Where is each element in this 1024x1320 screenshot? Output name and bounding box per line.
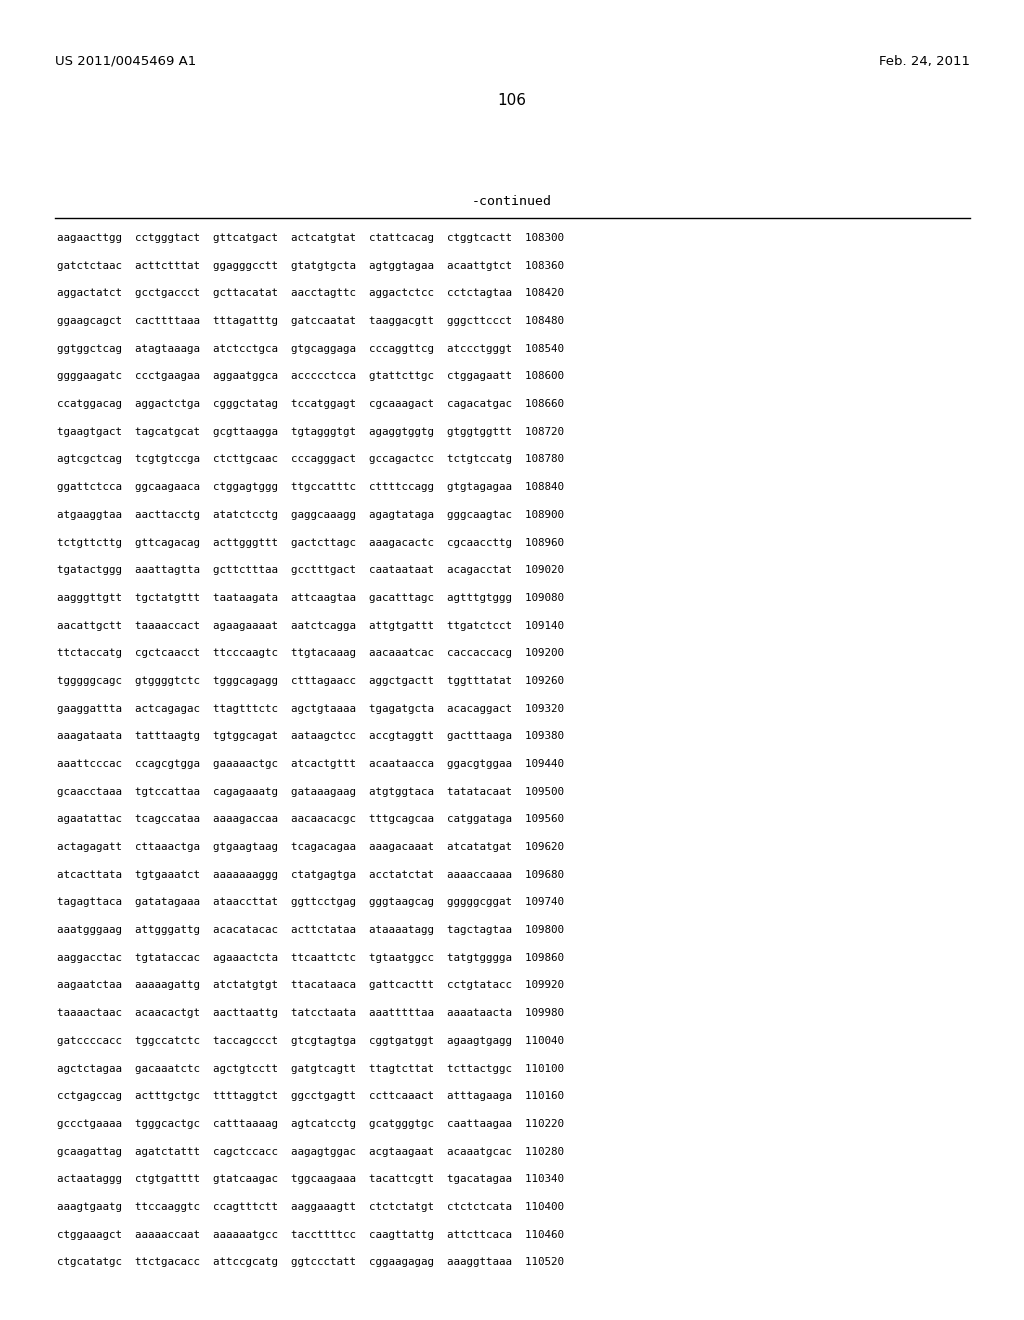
Text: aagaatctaa  aaaaagattg  atctatgtgt  ttacataaca  gattcacttt  cctgtatacc  109920: aagaatctaa aaaaagattg atctatgtgt ttacata… <box>57 981 564 990</box>
Text: ctggaaagct  aaaaaccaat  aaaaaatgcc  taccttttcc  caagttattg  attcttcaca  110460: ctggaaagct aaaaaccaat aaaaaatgcc taccttt… <box>57 1230 564 1239</box>
Text: aagaacttgg  cctgggtact  gttcatgact  actcatgtat  ctattcacag  ctggtcactt  108300: aagaacttgg cctgggtact gttcatgact actcatg… <box>57 234 564 243</box>
Text: gaaggattta  actcagagac  ttagtttctc  agctgtaaaa  tgagatgcta  acacaggact  109320: gaaggattta actcagagac ttagtttctc agctgta… <box>57 704 564 714</box>
Text: tctgttcttg  gttcagacag  acttgggttt  gactcttagc  aaagacactc  cgcaaccttg  108960: tctgttcttg gttcagacag acttgggttt gactctt… <box>57 537 564 548</box>
Text: aaggacctac  tgtataccac  agaaactcta  ttcaattctc  tgtaatggcc  tatgtgggga  109860: aaggacctac tgtataccac agaaactcta ttcaatt… <box>57 953 564 962</box>
Text: gatctctaac  acttctttat  ggagggcctt  gtatgtgcta  agtggtagaa  acaattgtct  108360: gatctctaac acttctttat ggagggcctt gtatgtg… <box>57 260 564 271</box>
Text: aaagtgaatg  ttccaaggtc  ccagtttctt  aaggaaagtt  ctctctatgt  ctctctcata  110400: aaagtgaatg ttccaaggtc ccagtttctt aaggaaa… <box>57 1203 564 1212</box>
Text: atcacttata  tgtgaaatct  aaaaaaaggg  ctatgagtga  acctatctat  aaaaccaaaa  109680: atcacttata tgtgaaatct aaaaaaaggg ctatgag… <box>57 870 564 879</box>
Text: ggattctcca  ggcaagaaca  ctggagtggg  ttgccatttc  cttttccagg  gtgtagagaa  108840: ggattctcca ggcaagaaca ctggagtggg ttgccat… <box>57 482 564 492</box>
Text: tagagttaca  gatatagaaa  ataaccttat  ggttcctgag  gggtaagcag  gggggcggat  109740: tagagttaca gatatagaaa ataaccttat ggttcct… <box>57 898 564 907</box>
Text: ggggaagatc  ccctgaagaa  aggaatggca  accccctcca  gtattcttgc  ctggagaatt  108600: ggggaagatc ccctgaagaa aggaatggca accccct… <box>57 371 564 381</box>
Text: -continued: -continued <box>472 195 552 209</box>
Text: US 2011/0045469 A1: US 2011/0045469 A1 <box>55 55 197 69</box>
Text: taaaactaac  acaacactgt  aacttaattg  tatcctaata  aaatttttaa  aaaataacta  109980: taaaactaac acaacactgt aacttaattg tatccta… <box>57 1008 564 1018</box>
Text: agctctagaa  gacaaatctc  agctgtcctt  gatgtcagtt  ttagtcttat  tcttactggc  110100: agctctagaa gacaaatctc agctgtcctt gatgtca… <box>57 1064 564 1073</box>
Text: gcaacctaaa  tgtccattaa  cagagaaatg  gataaagaag  atgtggtaca  tatatacaat  109500: gcaacctaaa tgtccattaa cagagaaatg gataaag… <box>57 787 564 797</box>
Text: ccatggacag  aggactctga  cgggctatag  tccatggagt  cgcaaagact  cagacatgac  108660: ccatggacag aggactctga cgggctatag tccatgg… <box>57 399 564 409</box>
Text: atgaaggtaa  aacttacctg  atatctcctg  gaggcaaagg  agagtataga  gggcaagtac  108900: atgaaggtaa aacttacctg atatctcctg gaggcaa… <box>57 510 564 520</box>
Text: aaagataata  tatttaagtg  tgtggcagat  aataagctcc  accgtaggtt  gactttaaga  109380: aaagataata tatttaagtg tgtggcagat aataagc… <box>57 731 564 742</box>
Text: 106: 106 <box>498 92 526 108</box>
Text: agtcgctcag  tcgtgtccga  ctcttgcaac  cccagggact  gccagactcc  tctgtccatg  108780: agtcgctcag tcgtgtccga ctcttgcaac cccaggg… <box>57 454 564 465</box>
Text: agaatattac  tcagccataa  aaaagaccaa  aacaacacgc  tttgcagcaa  catggataga  109560: agaatattac tcagccataa aaaagaccaa aacaaca… <box>57 814 564 825</box>
Text: aaatgggaag  attgggattg  acacatacac  acttctataa  ataaaatagg  tagctagtaa  109800: aaatgggaag attgggattg acacatacac acttcta… <box>57 925 564 935</box>
Text: aagggttgtt  tgctatgttt  taataagata  attcaagtaa  gacatttagc  agtttgtggg  109080: aagggttgtt tgctatgttt taataagata attcaag… <box>57 593 564 603</box>
Text: actaataggg  ctgtgatttt  gtatcaagac  tggcaagaaa  tacattcgtt  tgacatagaa  110340: actaataggg ctgtgatttt gtatcaagac tggcaag… <box>57 1175 564 1184</box>
Text: ttctaccatg  cgctcaacct  ttcccaagtc  ttgtacaaag  aacaaatcac  caccaccacg  109200: ttctaccatg cgctcaacct ttcccaagtc ttgtaca… <box>57 648 564 659</box>
Text: aacattgctt  taaaaccact  agaagaaaat  aatctcagga  attgtgattt  ttgatctcct  109140: aacattgctt taaaaccact agaagaaaat aatctca… <box>57 620 564 631</box>
Text: gatccccacc  tggccatctc  taccagccct  gtcgtagtga  cggtgatggt  agaagtgagg  110040: gatccccacc tggccatctc taccagccct gtcgtag… <box>57 1036 564 1045</box>
Text: tgggggcagc  gtggggtctc  tgggcagagg  ctttagaacc  aggctgactt  tggtttatat  109260: tgggggcagc gtggggtctc tgggcagagg ctttaga… <box>57 676 564 686</box>
Text: cctgagccag  actttgctgc  ttttaggtct  ggcctgagtt  ccttcaaact  atttagaaga  110160: cctgagccag actttgctgc ttttaggtct ggcctga… <box>57 1092 564 1101</box>
Text: ggaagcagct  cacttttaaa  tttagatttg  gatccaatat  taaggacgtt  gggcttccct  108480: ggaagcagct cacttttaaa tttagatttg gatccaa… <box>57 315 564 326</box>
Text: gcaagattag  agatctattt  cagctccacc  aagagtggac  acgtaagaat  acaaatgcac  110280: gcaagattag agatctattt cagctccacc aagagtg… <box>57 1147 564 1156</box>
Text: aggactatct  gcctgaccct  gcttacatat  aacctagttc  aggactctcc  cctctagtaa  108420: aggactatct gcctgaccct gcttacatat aacctag… <box>57 288 564 298</box>
Text: ggtggctcag  atagtaaaga  atctcctgca  gtgcaggaga  cccaggttcg  atccctgggt  108540: ggtggctcag atagtaaaga atctcctgca gtgcagg… <box>57 343 564 354</box>
Text: Feb. 24, 2011: Feb. 24, 2011 <box>879 55 970 69</box>
Text: tgaagtgact  tagcatgcat  gcgttaagga  tgtagggtgt  agaggtggtg  gtggtggttt  108720: tgaagtgact tagcatgcat gcgttaagga tgtaggg… <box>57 426 564 437</box>
Text: tgatactggg  aaattagtta  gcttctttaa  gcctttgact  caataataat  acagacctat  109020: tgatactggg aaattagtta gcttctttaa gcctttg… <box>57 565 564 576</box>
Text: ctgcatatgc  ttctgacacc  attccgcatg  ggtccctatt  cggaagagag  aaaggttaaa  110520: ctgcatatgc ttctgacacc attccgcatg ggtccct… <box>57 1258 564 1267</box>
Text: aaattcccac  ccagcgtgga  gaaaaactgc  atcactgttt  acaataacca  ggacgtggaa  109440: aaattcccac ccagcgtgga gaaaaactgc atcactg… <box>57 759 564 770</box>
Text: gccctgaaaa  tgggcactgc  catttaaaag  agtcatcctg  gcatgggtgc  caattaagaa  110220: gccctgaaaa tgggcactgc catttaaaag agtcatc… <box>57 1119 564 1129</box>
Text: actagagatt  cttaaactga  gtgaagtaag  tcagacagaa  aaagacaaat  atcatatgat  109620: actagagatt cttaaactga gtgaagtaag tcagaca… <box>57 842 564 851</box>
